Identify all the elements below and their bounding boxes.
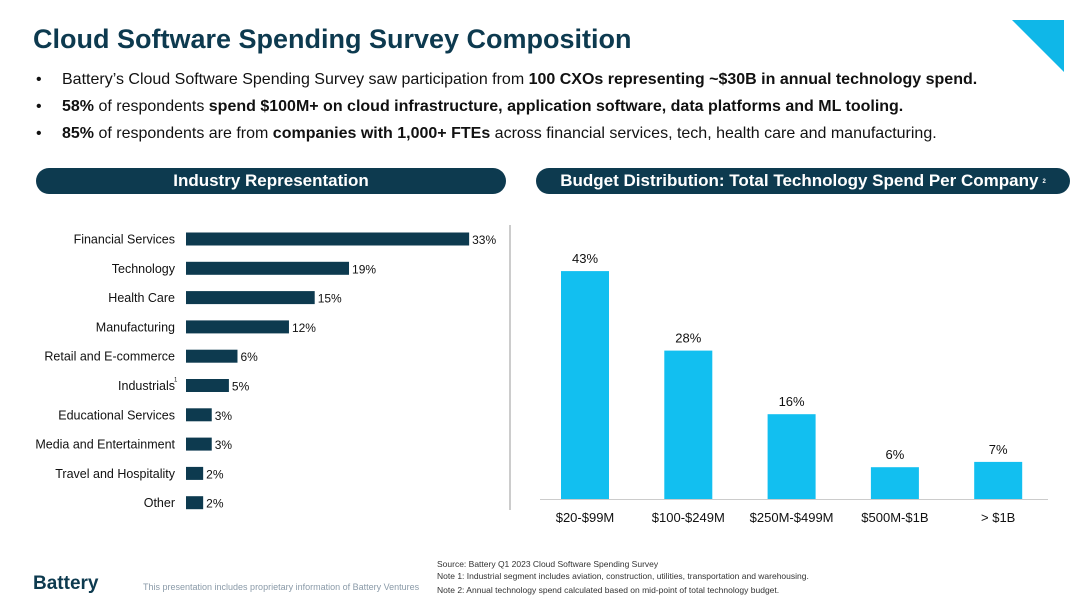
budget-bar xyxy=(974,461,1023,499)
budget-value-label: 6% xyxy=(886,447,905,462)
industry-value-label: 6% xyxy=(240,350,258,364)
industry-bar xyxy=(186,349,238,363)
note-2: Note 2: Annual technology spend calculat… xyxy=(437,585,780,595)
source-notes: Source: Battery Q1 2023 Cloud Software S… xyxy=(437,558,809,596)
budget-value-label: 28% xyxy=(675,331,701,346)
brand-triangle-icon xyxy=(1012,20,1064,72)
budget-value-label: 16% xyxy=(779,394,805,409)
budget-category-label: $20-$99M xyxy=(556,510,615,525)
industry-label: Technology xyxy=(112,262,176,276)
industry-label: Industrials xyxy=(118,379,175,393)
industry-label: Financial Services xyxy=(74,233,175,247)
bullet-list: Battery’s Cloud Software Spending Survey… xyxy=(36,66,977,147)
industry-value-label: 15% xyxy=(318,292,342,306)
bullet-text: Battery’s Cloud Software Spending Survey… xyxy=(62,71,529,88)
industry-value-label: 19% xyxy=(352,262,376,276)
industry-label: Educational Services xyxy=(58,408,175,422)
bullet-text: of respondents are from xyxy=(94,125,273,142)
proprietary-note: This presentation includes proprietary i… xyxy=(143,582,420,592)
industry-value-label: 3% xyxy=(215,409,233,423)
industry-bar xyxy=(186,466,204,480)
industry-value-label: 12% xyxy=(292,321,316,335)
budget-category-label: $500M-$1B xyxy=(861,510,928,525)
industry-bar xyxy=(186,320,289,334)
industry-value-label: 33% xyxy=(472,233,496,247)
source-note: Source: Battery Q1 2023 Cloud Software S… xyxy=(437,559,659,569)
industry-value-label: 5% xyxy=(232,380,250,394)
footnote-mark: 2 xyxy=(1042,178,1046,185)
industry-header: Industry Representation xyxy=(36,168,506,194)
industry-label: Health Care xyxy=(108,291,175,305)
industry-title: Industry Representation xyxy=(173,171,369,190)
industry-label: Media and Entertainment xyxy=(35,438,175,452)
bullet-item: 85% of respondents are from companies wi… xyxy=(36,120,977,147)
budget-category-label: $250M-$499M xyxy=(750,510,834,525)
industry-bar xyxy=(186,379,229,392)
industry-bar xyxy=(186,291,315,305)
budget-category-label: > $1B xyxy=(981,510,1015,525)
bullet-text: spend $100M+ on cloud infrastructure, ap… xyxy=(208,98,904,115)
budget-value-label: 7% xyxy=(989,442,1008,457)
budget-bar xyxy=(561,271,609,499)
bullet-item: Battery’s Cloud Software Spending Survey… xyxy=(36,66,977,93)
industry-value-label: 3% xyxy=(215,438,233,452)
budget-bar xyxy=(767,414,816,499)
budget-title: Budget Distribution: Total Technology Sp… xyxy=(560,171,1039,190)
industry-bar xyxy=(186,232,470,246)
industry-bar xyxy=(186,437,212,451)
industry-value-label: 2% xyxy=(206,467,224,481)
bullet-text: 58% xyxy=(62,98,95,115)
bullet-text: across financial services, tech, health … xyxy=(490,125,937,142)
budget-value-label: 43% xyxy=(572,251,598,266)
note-1: Note 1: Industrial segment includes avia… xyxy=(437,571,809,581)
budget-header: Budget Distribution: Total Technology Sp… xyxy=(536,168,1070,194)
industry-label: Manufacturing xyxy=(96,320,175,334)
bullet-text: 85% xyxy=(62,125,95,142)
page-title: Cloud Software Spending Survey Compositi… xyxy=(33,24,632,54)
industry-label: Travel and Hospitality xyxy=(55,467,175,481)
industry-bar xyxy=(186,496,204,510)
budget-category-label: $100-$249M xyxy=(652,510,725,525)
industry-value-label: 2% xyxy=(206,497,224,511)
budget-bar xyxy=(664,350,713,499)
industry-bar xyxy=(186,408,212,422)
bullet-item: 58% of respondents spend $100M+ on cloud… xyxy=(36,93,977,120)
bullet-text: companies with 1,000+ FTEs xyxy=(272,125,491,142)
battery-logo: Battery xyxy=(33,573,99,594)
budget-bar xyxy=(870,467,919,499)
footnote-mark: 1 xyxy=(174,378,178,384)
bullet-text: 100 CXOs representing ~$30B in annual te… xyxy=(528,71,978,88)
industry-label: Retail and E-commerce xyxy=(44,350,175,364)
industry-bar xyxy=(186,261,350,275)
bullet-text: of respondents xyxy=(94,98,209,115)
industry-label: Other xyxy=(144,496,175,510)
